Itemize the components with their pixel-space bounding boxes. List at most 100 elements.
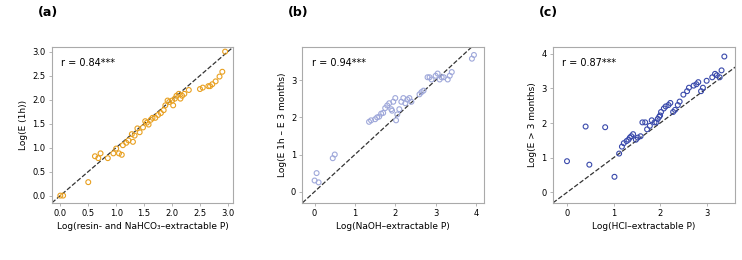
Point [700, 79, 712, 83]
Point [176, 94, 188, 98]
Text: (c): (c) [539, 6, 558, 19]
Point [709, 72, 721, 76]
Point [580, 125, 591, 129]
Point [640, 120, 651, 125]
Point [108, 151, 119, 155]
Point [634, 134, 646, 138]
Point [162, 99, 174, 103]
Point [137, 125, 149, 129]
Point [141, 121, 153, 125]
Point [649, 120, 660, 125]
Point [426, 77, 438, 82]
Point [155, 111, 167, 115]
Point [714, 75, 726, 79]
Point [214, 74, 226, 79]
Point [167, 103, 179, 107]
Point [441, 77, 453, 82]
Point [654, 113, 666, 118]
Point [658, 106, 670, 110]
Point [365, 118, 377, 122]
Point [618, 141, 630, 145]
Point [436, 75, 447, 79]
Point [113, 151, 125, 155]
Point [421, 75, 433, 79]
Point [583, 162, 595, 167]
Point [677, 93, 689, 97]
Point [94, 151, 106, 155]
Point [667, 110, 679, 114]
Point [404, 96, 416, 100]
Point [683, 86, 695, 90]
Point [206, 82, 218, 86]
Point [194, 87, 206, 91]
Point [139, 119, 151, 123]
Point [626, 134, 637, 138]
Point [664, 101, 676, 105]
Point [398, 96, 410, 100]
Point [446, 70, 458, 74]
Point [623, 138, 634, 142]
Point [309, 178, 321, 183]
Point [688, 83, 700, 88]
Point [178, 92, 190, 96]
Point [111, 146, 122, 151]
Point [89, 154, 101, 158]
Point [160, 103, 171, 107]
Point [692, 80, 704, 84]
Point [312, 180, 324, 184]
Point [371, 115, 383, 119]
Point [663, 103, 674, 107]
Point [183, 88, 194, 92]
Point [381, 103, 393, 108]
Point [393, 107, 405, 111]
Point [387, 100, 399, 104]
Point [171, 94, 183, 98]
Point [438, 75, 450, 79]
Point [651, 120, 663, 125]
Point [390, 118, 402, 122]
Point [715, 68, 727, 73]
Point [326, 156, 338, 160]
Point [646, 118, 657, 122]
Point [127, 140, 139, 144]
Point [434, 77, 446, 82]
Point [711, 73, 723, 77]
Point [147, 116, 159, 120]
Text: (b): (b) [288, 6, 309, 19]
Y-axis label: Log(E > 3 months): Log(E > 3 months) [528, 82, 537, 167]
Point [691, 82, 703, 86]
Point [158, 108, 170, 112]
Text: (a): (a) [37, 6, 58, 19]
Point [102, 156, 114, 160]
Point [386, 109, 398, 113]
Point [391, 112, 403, 116]
Point [620, 139, 632, 143]
Point [152, 113, 164, 117]
Point [444, 74, 456, 78]
Point [418, 89, 430, 93]
Point [149, 116, 161, 120]
Point [390, 96, 401, 100]
Point [674, 100, 686, 104]
Point [561, 159, 573, 163]
Point [203, 84, 214, 88]
Point [370, 117, 381, 121]
Point [166, 99, 178, 103]
Point [695, 89, 707, 93]
Text: r = 0.87***: r = 0.87*** [562, 58, 616, 68]
Point [669, 108, 681, 112]
Point [608, 175, 620, 179]
Point [718, 54, 730, 58]
Point [632, 135, 644, 140]
Point [54, 193, 66, 198]
Point [613, 152, 625, 156]
Point [373, 115, 385, 119]
Point [82, 180, 94, 184]
Text: r = 0.94***: r = 0.94*** [312, 58, 366, 68]
Point [627, 132, 639, 136]
Point [468, 53, 480, 57]
Point [395, 100, 407, 104]
Point [432, 72, 444, 76]
Point [92, 156, 104, 160]
Point [466, 57, 478, 61]
